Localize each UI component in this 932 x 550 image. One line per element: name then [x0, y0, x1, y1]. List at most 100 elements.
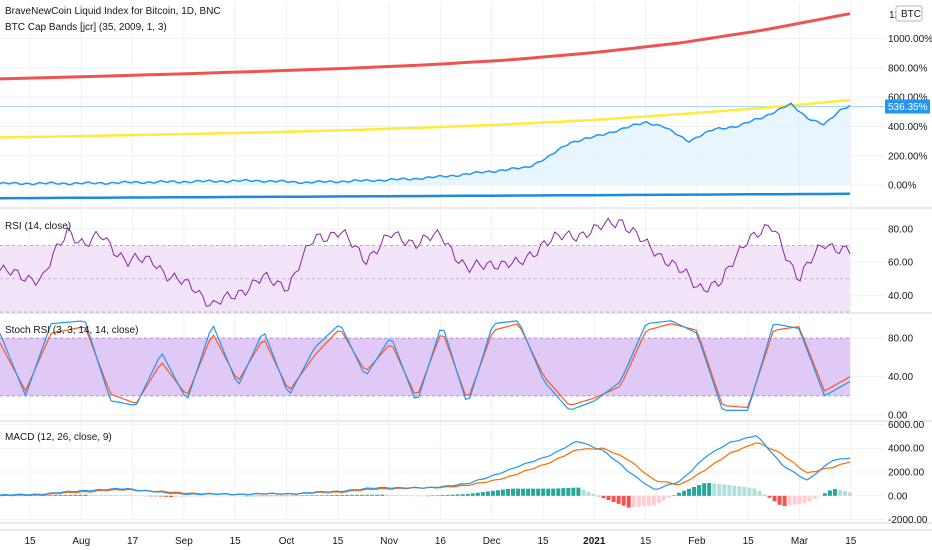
- macd-histogram-bar: [777, 495, 782, 505]
- macd-histogram-bar: [58, 494, 63, 496]
- indicator-title-macd: MACD (12, 26, close, 9): [5, 432, 112, 443]
- y-tick-label-stoch: 80.00: [888, 334, 913, 345]
- macd-histogram-bar: [53, 495, 58, 496]
- macd-histogram-bar: [98, 494, 103, 496]
- macd-histogram-bar: [747, 487, 752, 496]
- macd-histogram-bar: [199, 495, 204, 497]
- macd-histogram-bar: [616, 495, 621, 504]
- y-tick-label-main: 200.00%: [888, 151, 928, 162]
- macd-histogram-bar: [465, 493, 470, 496]
- price-scale[interactable]: 1000.00% 800.00% 600.00% 400.00% 200.00% 0.00…: [885, 34, 932, 526]
- macd-histogram-bar: [269, 495, 274, 497]
- macd-line[interactable]: [0, 435, 851, 496]
- currency-badge[interactable]: [895, 5, 923, 22]
- macd-histogram-bar: [118, 494, 123, 496]
- macd-histogram-bar: [702, 483, 707, 496]
- macd-histogram-bar: [430, 495, 435, 496]
- macd-pane[interactable]: [0, 435, 852, 508]
- macd-histogram-bar: [586, 491, 591, 496]
- macd-histogram-bar: [526, 488, 531, 496]
- macd-histogram-bar: [108, 494, 113, 496]
- price-area-fill: [0, 103, 850, 186]
- macd-histogram-bar: [340, 494, 345, 496]
- x-tick-label: 15: [24, 536, 36, 547]
- macd-histogram-bar: [772, 495, 777, 502]
- y-tick-label-main: 600.00%: [888, 93, 928, 104]
- axis-top-value: 12: [889, 10, 901, 21]
- macd-histogram-bar: [189, 495, 194, 497]
- macd-histogram-bar: [787, 495, 792, 506]
- indicator-title-rsi: RSI (14, close): [5, 221, 71, 232]
- x-tick-label: 15: [230, 536, 242, 547]
- macd-histogram-bar: [254, 495, 259, 497]
- macd-histogram-bar: [722, 484, 727, 496]
- upper-band-line[interactable]: [0, 12, 851, 81]
- macd-histogram-bar: [78, 494, 83, 496]
- macd-histogram-bar: [63, 494, 68, 496]
- macd-histogram-bar: [551, 488, 556, 496]
- macd-histogram-bar: [505, 488, 510, 496]
- macd-histogram-bar: [661, 495, 666, 501]
- macd-histogram-bar: [83, 494, 88, 496]
- macd-histogram-bar: [455, 494, 460, 496]
- y-tick-label-rsi: 40.00: [888, 291, 913, 302]
- y-tick-label-main: 400.00%: [888, 122, 928, 133]
- y-tick-label-stoch: 0.00: [888, 411, 908, 422]
- macd-histogram-bar: [380, 494, 385, 496]
- macd-histogram-bar: [656, 495, 661, 504]
- macd-histogram-bar: [495, 490, 500, 496]
- macd-histogram-bar: [425, 495, 430, 497]
- macd-histogram-bar: [244, 495, 249, 497]
- y-tick-label-rsi: 60.00: [888, 258, 913, 269]
- macd-histogram-bar: [284, 495, 289, 497]
- macd-histogram-bar: [138, 495, 143, 497]
- macd-histogram-bar: [737, 486, 742, 496]
- rsi-line[interactable]: [0, 217, 851, 307]
- macd-histogram-bar: [676, 492, 681, 496]
- macd-histogram-bar: [480, 492, 485, 496]
- macd-histogram-bar: [757, 490, 762, 496]
- macd-histogram-bar: [475, 492, 480, 496]
- macd-histogram-bar: [556, 488, 561, 496]
- price-line[interactable]: [0, 102, 851, 186]
- macd-histogram-bar: [460, 494, 465, 496]
- macd-histogram-bar: [717, 483, 722, 496]
- macd-histogram-bar: [646, 495, 651, 506]
- macd-histogram-bar: [415, 495, 420, 497]
- macd-histogram-bar: [274, 495, 279, 497]
- currency-badge-label: BTC: [901, 9, 921, 20]
- macd-histogram-bar: [33, 495, 38, 496]
- macd-histogram-bar: [279, 495, 284, 497]
- stoch-rsi-pane[interactable]: [0, 320, 851, 411]
- rsi-pane[interactable]: [0, 217, 851, 313]
- x-tick-label: 17: [127, 536, 139, 547]
- y-tick-label-macd: 4000.00: [888, 444, 925, 455]
- macd-histogram-bar: [214, 495, 219, 497]
- macd-histogram-bar: [576, 487, 581, 496]
- macd-histogram-bar: [93, 494, 98, 496]
- x-tick-label: Dec: [483, 536, 501, 547]
- indicator-title-stoch-rsi: Stoch RSI (3, 3, 14, 14, close): [5, 325, 138, 336]
- macd-histogram-bar: [621, 495, 626, 506]
- macd-histogram-bar: [651, 495, 656, 506]
- macd-histogram-bar: [742, 486, 747, 496]
- lower-band-line[interactable]: [0, 192, 851, 200]
- macd-histogram-bar: [133, 495, 138, 496]
- mid-band-line[interactable]: [0, 98, 851, 139]
- macd-histogram-bar: [641, 495, 646, 507]
- macd-histogram-bar: [767, 495, 772, 498]
- macd-histogram-bar: [143, 495, 148, 497]
- macd-histogram-bar: [596, 495, 601, 497]
- y-tick-label-stoch: 40.00: [888, 372, 913, 383]
- main-pane[interactable]: [0, 12, 885, 200]
- macd-histogram-bar: [194, 495, 199, 497]
- macd-histogram-bar: [541, 488, 546, 496]
- macd-histogram-bar: [485, 491, 490, 496]
- stoch-k-line[interactable]: [0, 320, 851, 411]
- macd-histogram-bar: [591, 493, 596, 496]
- macd-histogram-bar: [355, 494, 360, 496]
- macd-histogram-bar: [561, 488, 566, 496]
- time-scale[interactable]: 15 Aug 17 Sep 15 Oct 15 Nov 16 Dec 15 2021 15 Feb 15 Ma…: [0, 529, 932, 547]
- macd-histogram-bar: [420, 495, 425, 497]
